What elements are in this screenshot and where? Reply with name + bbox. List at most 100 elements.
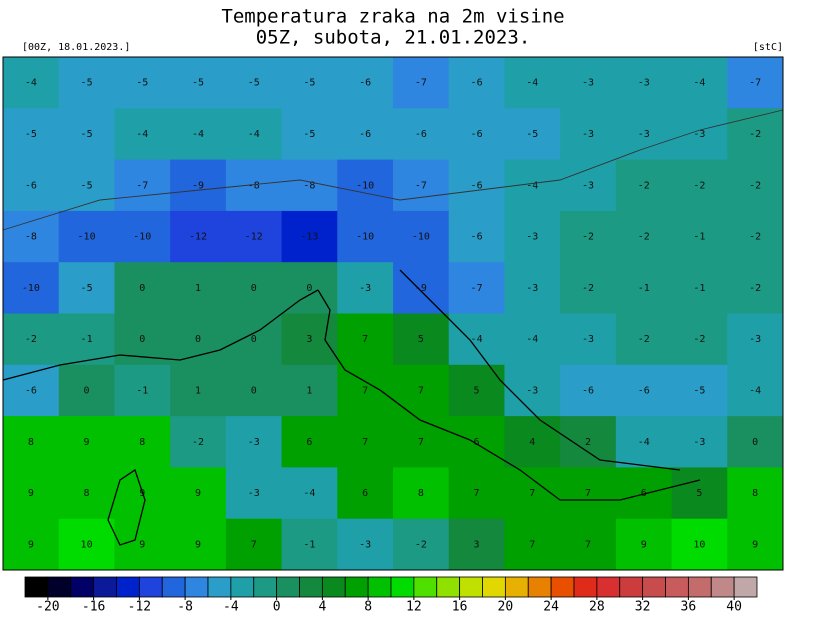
temperature-cell: [58, 467, 115, 520]
cell-value: 1: [195, 385, 201, 396]
cell-value: -8: [303, 180, 315, 191]
temperature-cell: [393, 364, 450, 417]
cell-value: 5: [474, 385, 480, 396]
cell-value: -7: [136, 180, 148, 191]
temperature-cell: [560, 210, 617, 263]
colorbar-swatch: [230, 576, 255, 598]
colorbar-swatch: [116, 576, 140, 598]
cell-value: -6: [582, 385, 594, 396]
temperature-cell: [114, 57, 171, 109]
title: Temperatura zraka na 2m visine: [221, 6, 564, 28]
cell-value: 5: [696, 488, 702, 499]
cell-value: -5: [303, 129, 315, 140]
cell-value: -10: [356, 232, 374, 243]
colorbar-tick-label: 0: [273, 600, 281, 615]
coast: [399, 269, 681, 471]
cell-value: -3: [248, 437, 260, 448]
temperature-cell: [281, 262, 338, 314]
temperature-cell: [3, 518, 60, 571]
temperature-cell: [448, 210, 505, 263]
temperature-cell: [615, 210, 673, 263]
temperature-cell: [448, 159, 505, 212]
cell-value: -5: [248, 78, 260, 89]
temperature-cell: [3, 108, 60, 161]
unit-label: [stC]: [753, 42, 783, 53]
temperature-cell: [114, 108, 171, 161]
subtitle: 05Z, subota, 21.01.2023.: [256, 27, 531, 49]
cell-value: 9: [195, 488, 201, 499]
temperature-cell: [3, 159, 60, 212]
colorbar-swatch: [344, 576, 369, 598]
temperature-cell: [3, 57, 60, 109]
cell-value: 9: [28, 488, 34, 499]
cell-value: 0: [139, 283, 145, 294]
cell-value: -13: [300, 232, 318, 243]
cell-value: -5: [303, 78, 315, 89]
temperature-cell: [337, 313, 394, 366]
cell-value: -1: [693, 232, 705, 243]
cell-value: -10: [78, 232, 96, 243]
temperature-cell: [170, 210, 227, 263]
map-frame: [2, 56, 784, 571]
temperature-cell: [560, 57, 617, 109]
temperature-cell: [504, 518, 561, 571]
colorbar-swatch: [207, 576, 232, 598]
temperature-cell: [393, 518, 450, 571]
cell-value: -6: [359, 129, 371, 140]
cell-value: -3: [248, 488, 260, 499]
colorbar-swatch: [573, 576, 598, 598]
temperature-cell: [3, 210, 60, 263]
temperature-cell: [560, 159, 617, 212]
cell-value: -5: [81, 129, 93, 140]
temperature-cell: [671, 518, 728, 571]
cell-value: -6: [359, 78, 371, 89]
temperature-cell: [615, 467, 673, 520]
colorbar-swatch: [253, 576, 278, 598]
cell-value: -5: [693, 385, 705, 396]
cell-value: -1: [303, 539, 315, 550]
cell-value: -6: [638, 385, 650, 396]
cell-value: 0: [251, 334, 257, 345]
temperature-cell: [560, 416, 617, 468]
colorbar-swatch: [527, 576, 552, 598]
cell-value: -3: [582, 129, 594, 140]
cell-value: -2: [693, 180, 705, 191]
temperature-cell: [671, 364, 728, 417]
cell-value: -4: [693, 78, 705, 89]
colorbar-tick-label: 24: [543, 600, 559, 615]
temperature-cell: [114, 210, 171, 263]
cell-value: 0: [195, 334, 201, 345]
cell-value: -2: [638, 180, 650, 191]
temperature-cell: [615, 108, 673, 161]
temperature-cell: [281, 364, 338, 417]
cell-value: 10: [81, 539, 93, 550]
cell-value: 7: [585, 539, 591, 550]
temperature-cell: [281, 416, 338, 468]
temperature-cell: [58, 210, 115, 263]
colorbar-swatch: [436, 576, 461, 598]
temperature-cell: [337, 262, 394, 314]
temperature-cell: [727, 518, 784, 571]
temperature-cell: [170, 262, 227, 314]
cell-value: -10: [412, 232, 430, 243]
coastlines: [2, 109, 784, 546]
temperature-cell: [281, 210, 338, 263]
colorbar-swatch: [47, 576, 72, 598]
temperature-cell: [58, 57, 115, 109]
cell-value: 9: [139, 539, 145, 550]
temperature-cell: [448, 262, 505, 314]
cell-value: -2: [582, 232, 594, 243]
cell-value: -2: [192, 437, 204, 448]
colorbar-tick-label: 12: [406, 600, 422, 615]
cell-value: -2: [749, 232, 761, 243]
cell-value: 8: [28, 437, 34, 448]
cell-value: 9: [752, 539, 758, 550]
temperature-cell: [504, 364, 561, 417]
cell-value: -4: [526, 180, 538, 191]
temperature-cell: [225, 108, 283, 161]
temperature-cell: [504, 210, 561, 263]
cell-value: -4: [638, 437, 650, 448]
cell-value: -5: [136, 78, 148, 89]
temperature-cell: [393, 57, 450, 109]
colorbar-tick-label: 16: [452, 600, 468, 615]
